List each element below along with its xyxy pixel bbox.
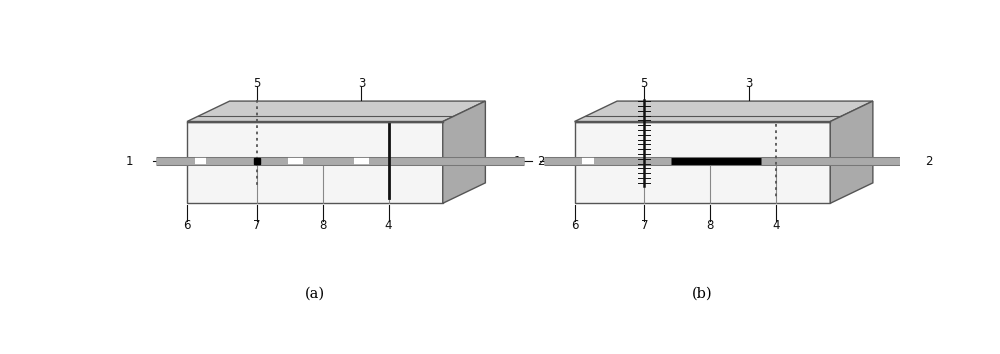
Text: 2: 2 (537, 155, 545, 167)
Text: 7: 7 (253, 219, 260, 232)
Text: 4: 4 (772, 219, 780, 232)
Text: 4: 4 (385, 219, 392, 232)
Polygon shape (187, 121, 443, 203)
Text: 8: 8 (319, 219, 326, 232)
Polygon shape (187, 101, 485, 121)
Polygon shape (443, 101, 485, 203)
Polygon shape (574, 101, 873, 121)
Text: 3: 3 (358, 77, 365, 90)
Text: 1: 1 (513, 155, 521, 167)
Text: 5: 5 (253, 77, 260, 90)
Text: 1: 1 (126, 155, 133, 167)
Text: (b): (b) (692, 286, 713, 300)
Text: 6: 6 (183, 219, 191, 232)
Text: 2: 2 (925, 155, 932, 167)
Text: 3: 3 (745, 77, 753, 90)
Polygon shape (830, 101, 873, 203)
Text: (a): (a) (305, 286, 325, 300)
Polygon shape (574, 121, 830, 203)
Text: 8: 8 (706, 219, 714, 232)
Text: 6: 6 (571, 219, 578, 232)
Text: 5: 5 (641, 77, 648, 90)
Text: 7: 7 (640, 219, 648, 232)
